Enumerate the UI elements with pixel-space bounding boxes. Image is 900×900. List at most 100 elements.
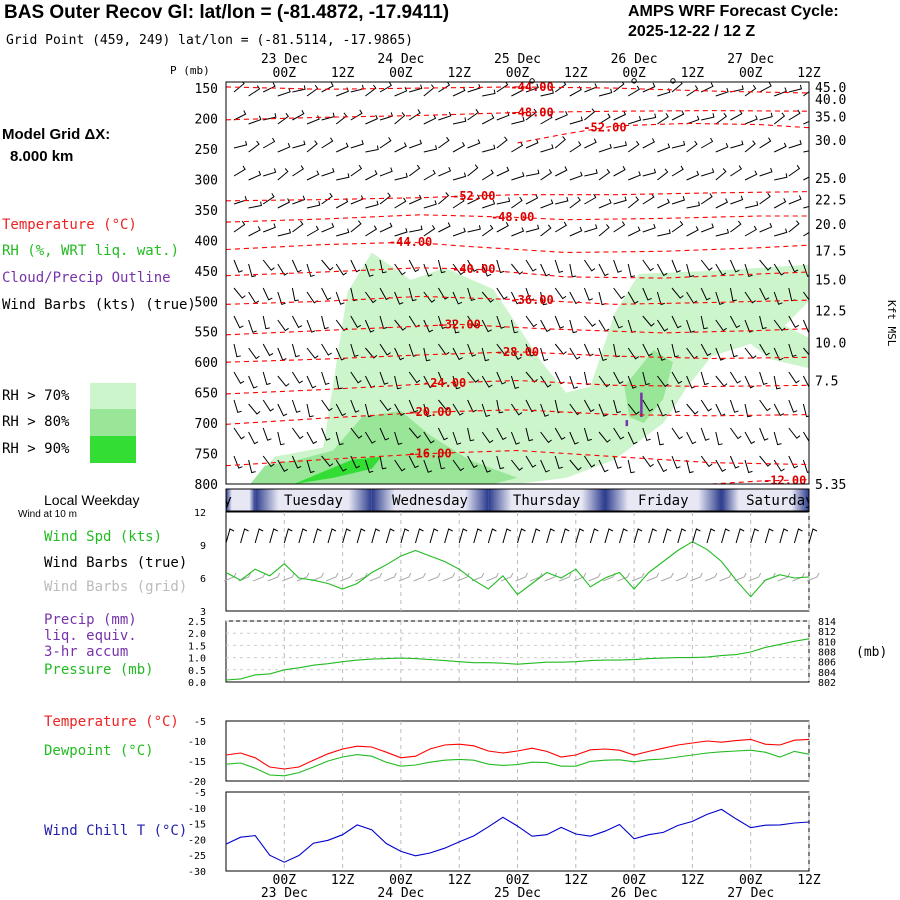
isotherm-line [226, 110, 809, 121]
wind-height-note: Wind at 10 m [18, 509, 77, 520]
bottom-time-tick: 00Z [389, 873, 413, 888]
windchill-y-tick: -25 [188, 851, 206, 862]
wind-barb [437, 315, 447, 330]
wind-barb [540, 169, 553, 181]
wind-barb [598, 459, 609, 473]
wind-barb [292, 195, 306, 205]
isotherm-line [226, 409, 809, 425]
wind-barb [496, 197, 511, 205]
pressure-y-tick: 806 [818, 658, 836, 669]
wind-barb [540, 403, 549, 417]
windchill-y-tick: -10 [188, 804, 206, 815]
wind-barb [291, 315, 303, 329]
wind-barb [467, 84, 481, 93]
wind-barb [613, 141, 627, 149]
wind-barb [759, 343, 770, 356]
wind-barb [496, 427, 507, 441]
wind-barb [408, 109, 421, 121]
wind-barb [642, 399, 654, 412]
wind-barb [671, 140, 686, 149]
wind-barb [437, 287, 449, 300]
wind-barb [482, 144, 496, 153]
isotherm-label: -40.00 [452, 262, 495, 276]
wind-barb [613, 399, 622, 414]
wind-barb [671, 110, 685, 121]
wind-barb [569, 375, 578, 389]
height-axis-title: Kft MSL [885, 300, 898, 347]
wind-barb [510, 431, 520, 445]
wind-barb [656, 263, 668, 277]
wind-barb [306, 375, 317, 389]
marker-dot [631, 78, 637, 84]
wind-barb [292, 85, 306, 93]
wind-barb-true [356, 528, 366, 544]
height-tick-label: 15.0 [815, 273, 846, 288]
wind-barb [671, 287, 684, 299]
wind-barb-grid [500, 572, 514, 582]
wind-barb [730, 195, 744, 205]
wind-barb [759, 427, 769, 441]
wind-barb [802, 263, 809, 277]
wind-barb [511, 141, 524, 153]
wind-barb [657, 113, 669, 125]
wind-barb [715, 228, 730, 237]
wind-barb [262, 427, 272, 441]
wind-barb [394, 459, 406, 472]
wind-barb [627, 291, 639, 304]
wind-barb [277, 431, 285, 446]
wind-barb [306, 403, 314, 418]
wind-barb [686, 201, 700, 209]
wind-barb [729, 259, 740, 273]
wind-barb [321, 427, 331, 441]
wind-barb [802, 319, 809, 333]
wind-barb [715, 143, 729, 153]
bottom-time-tick: 00Z [739, 873, 763, 888]
height-tick-label: 30.0 [815, 134, 846, 149]
wind-barb [686, 140, 698, 153]
wind-barb [788, 259, 799, 273]
wind-barb [481, 319, 492, 333]
wind-barb [715, 459, 727, 472]
wind-barb-true [793, 528, 803, 544]
top-date-label: 24 Dec [377, 52, 424, 67]
wind-barb [613, 165, 626, 177]
wind-barb [379, 259, 387, 274]
wind-barb [350, 109, 363, 121]
windchill-y-tick: -5 [194, 788, 206, 799]
wind-barb [642, 427, 651, 442]
pressure-tick-label: 400 [195, 234, 218, 249]
wind-barb [657, 168, 669, 181]
wind-barb [277, 375, 290, 387]
windchill-y-tick: -30 [188, 867, 206, 878]
wind-barb [788, 109, 801, 121]
wind-barb [788, 371, 800, 384]
wind-barb [306, 140, 318, 153]
pressure-unit-label: (mb) [856, 645, 887, 660]
wind-barb-grid [340, 572, 354, 582]
wind-barb [262, 399, 274, 412]
wind-barb [379, 399, 392, 412]
wind-barb [613, 259, 622, 273]
wind-barb [554, 315, 564, 329]
wind-barb [321, 343, 332, 356]
wind-barb-true [677, 528, 687, 544]
wind-barb-true [779, 528, 789, 544]
wind-barb [744, 115, 758, 125]
bottom-time-tick: 00Z [506, 873, 530, 888]
wind-barb [394, 431, 403, 446]
wind-barb [409, 225, 423, 233]
isotherm-label: -52.00 [452, 189, 495, 203]
wind-barb [569, 459, 582, 471]
wind-barb [248, 263, 257, 278]
wind-barb-true [385, 528, 395, 544]
wind-barb-true [342, 528, 351, 544]
wind-barb [744, 84, 757, 97]
wind-y-tick: 3 [200, 607, 206, 618]
wind-barb-grid [384, 572, 397, 582]
wind-barb [321, 315, 329, 330]
wind-barb [233, 259, 243, 273]
wind-barb [467, 259, 478, 272]
wind-barb [364, 459, 374, 474]
wind-barb [613, 315, 623, 329]
wind-barb [729, 287, 737, 302]
